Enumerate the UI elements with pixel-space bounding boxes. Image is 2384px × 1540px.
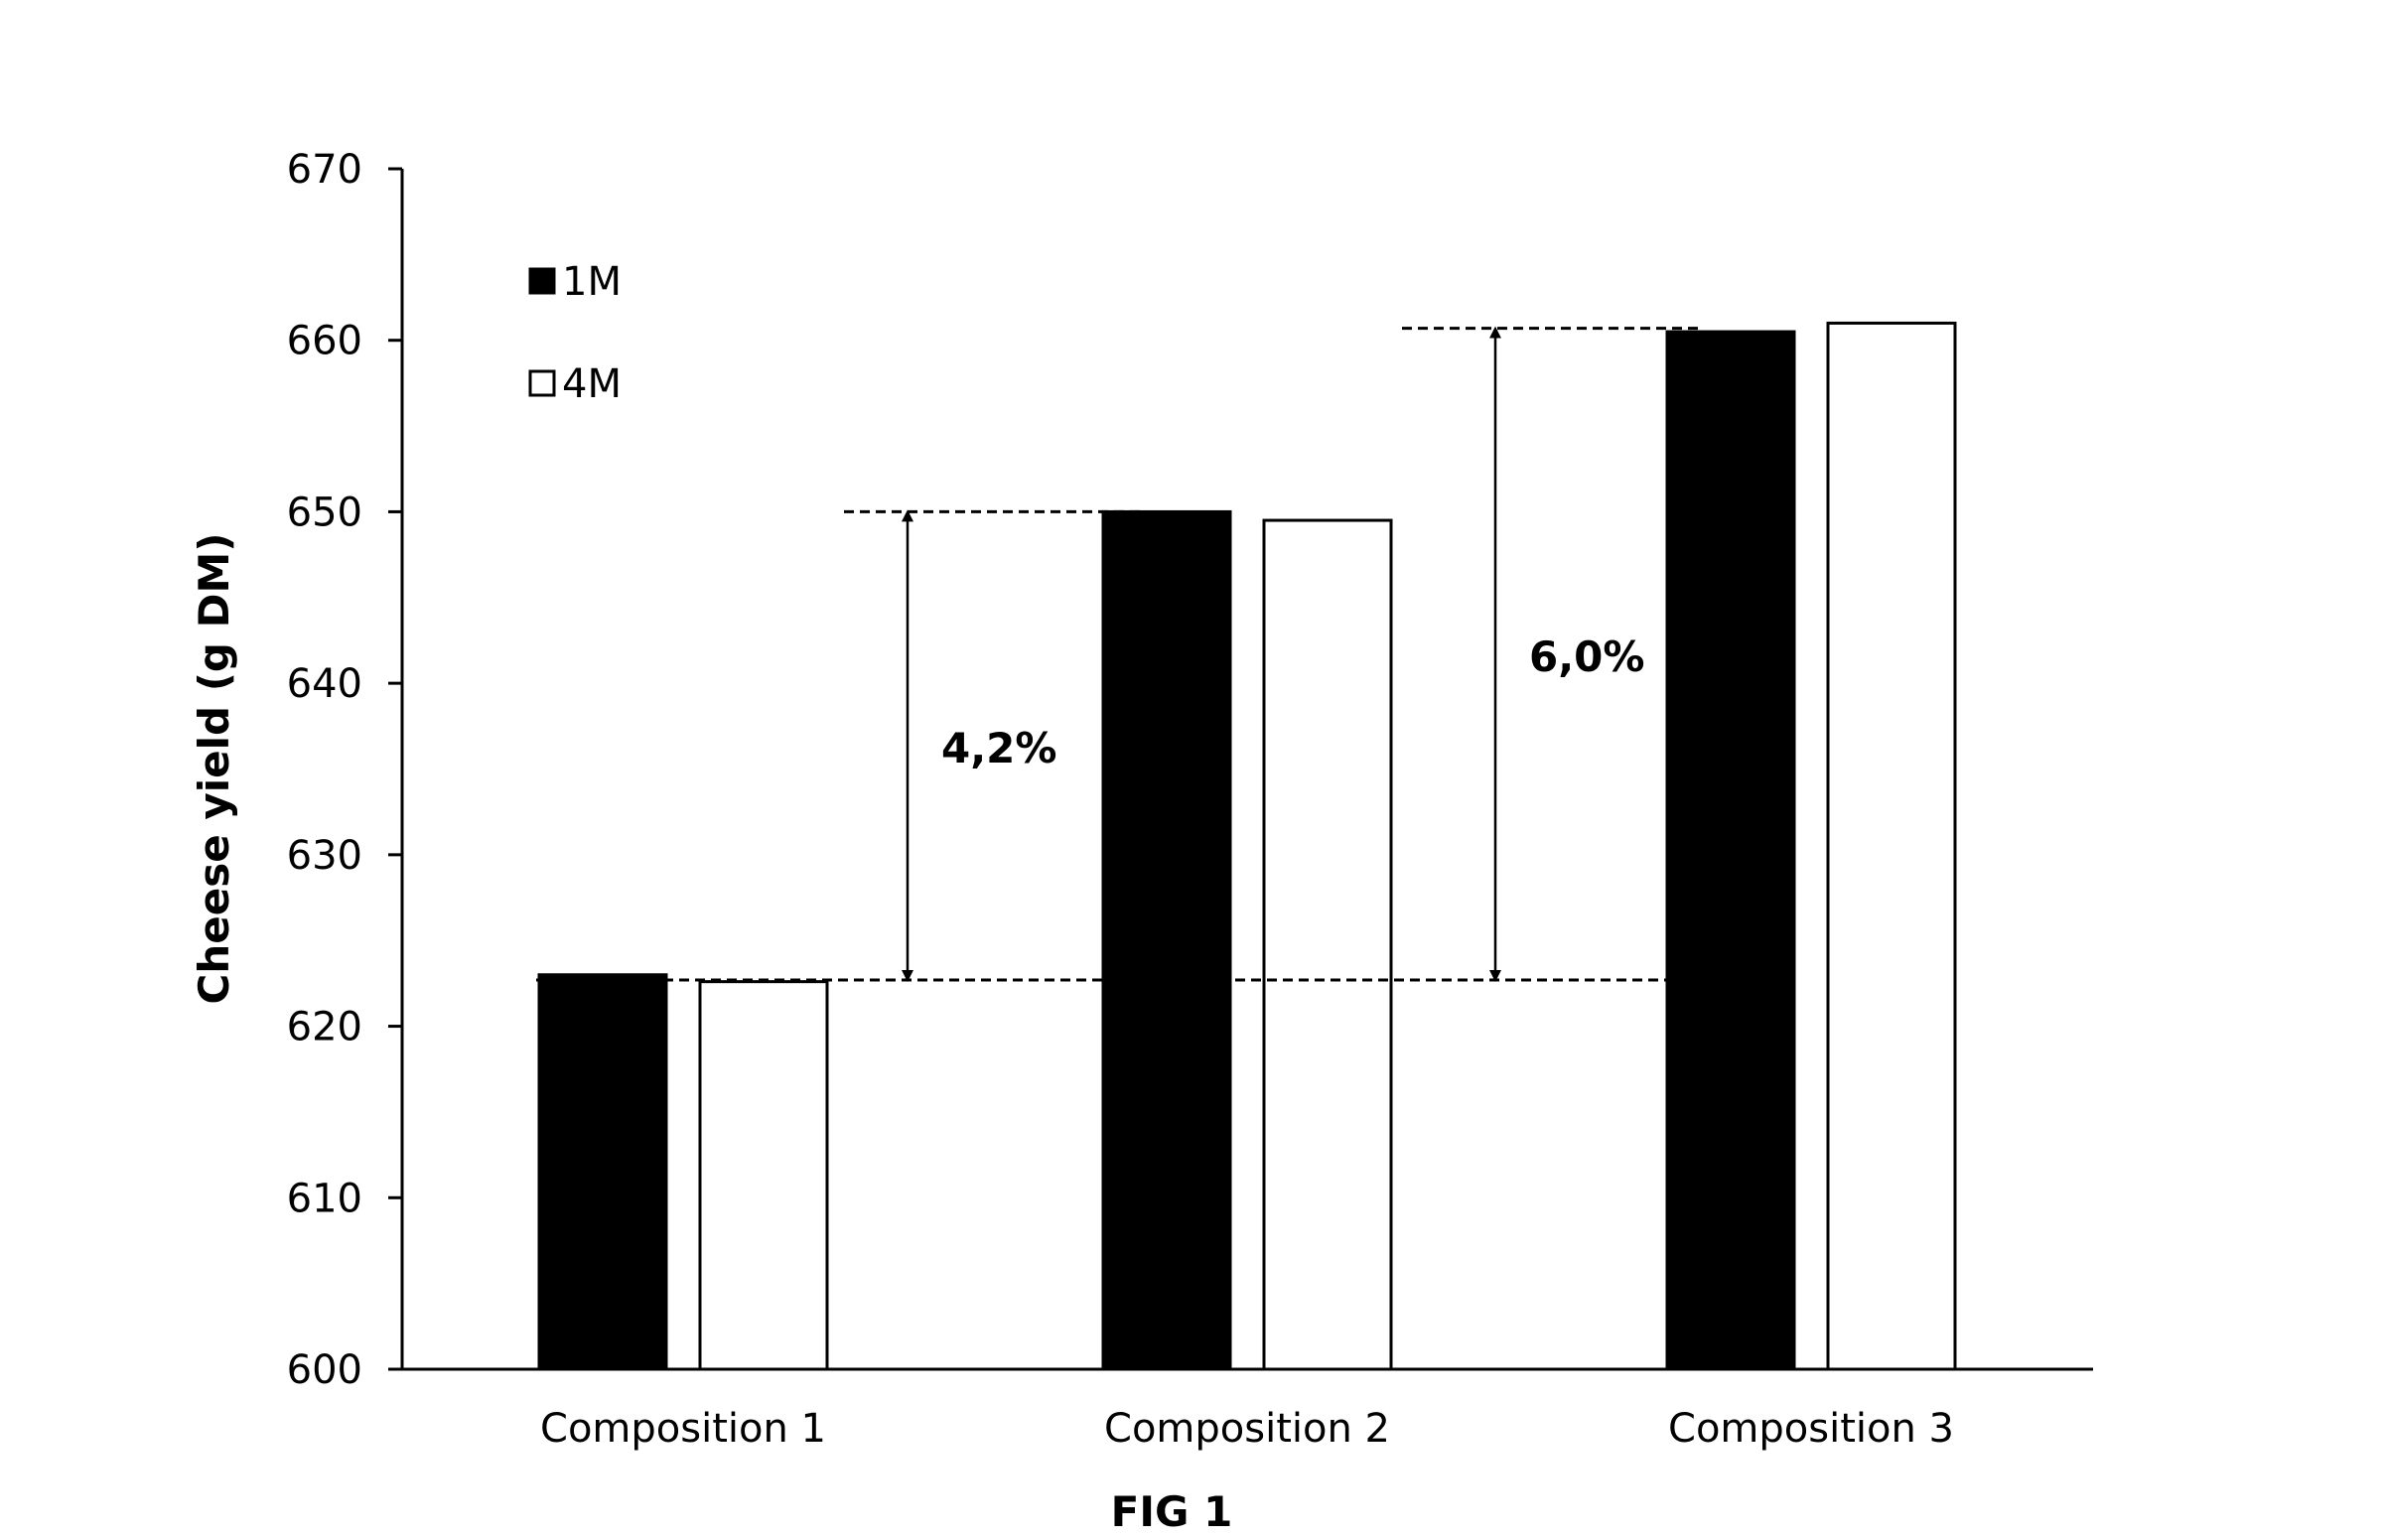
- y-tick-label: 660: [287, 319, 362, 364]
- annotations: 4,2% 6,0%: [536, 326, 1700, 982]
- axes: 600 610 620 630 640 650 660 670: [287, 147, 2093, 1393]
- legend-label: 4M: [562, 361, 622, 407]
- y-axis-title: Cheese yield (g DM): [190, 533, 238, 1005]
- legend-swatch-1m: [528, 267, 556, 295]
- bar-4m-2: [1262, 518, 1393, 1371]
- bar-4m-3: [1826, 321, 1957, 1371]
- y-tick-label: 640: [287, 661, 362, 707]
- y-tick-label: 630: [287, 833, 362, 879]
- legend-label: 1M: [562, 259, 622, 305]
- y-tick-label: 620: [287, 1005, 362, 1050]
- bar-1m-3: [1665, 330, 1796, 1371]
- y-tick-label: 670: [287, 147, 362, 193]
- bars: [537, 321, 1957, 1371]
- bar-1m-1: [537, 973, 668, 1371]
- x-tick-label: Composition 2: [1104, 1406, 1390, 1452]
- legend: 1M 4M: [528, 259, 622, 407]
- x-tick-label: Composition 1: [540, 1406, 826, 1452]
- labels: Composition 1 Composition 2 Composition 3 C…: [190, 533, 1954, 1536]
- y-tick-label: 600: [287, 1347, 362, 1393]
- legend-swatch-4m: [528, 369, 556, 397]
- annotation-label: 6,0%: [1529, 632, 1644, 681]
- bar-4m-1: [698, 980, 829, 1371]
- figure-caption: FIG 1: [1111, 1487, 1233, 1535]
- y-tick-label: 650: [287, 490, 362, 535]
- y-tick-label: 610: [287, 1176, 362, 1221]
- x-tick-label: Composition 3: [1668, 1406, 1954, 1452]
- annotation-label: 4,2%: [941, 724, 1056, 772]
- bar-1m-2: [1101, 509, 1232, 1371]
